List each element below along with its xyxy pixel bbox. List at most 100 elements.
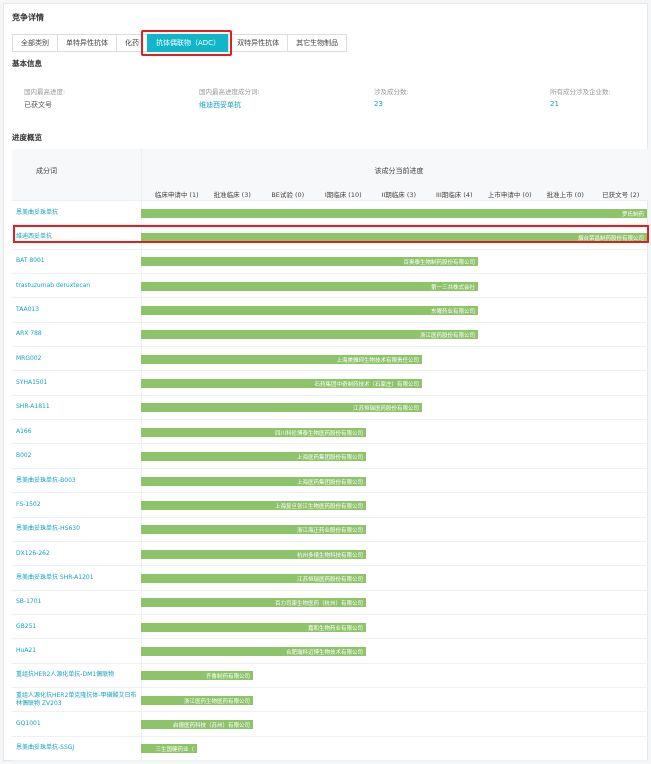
company-label: 百力司康生物医药（杭州）有限公司	[274, 601, 363, 608]
basic-info-title: 基本信息	[12, 59, 42, 68]
progress-group-header: 该成分当前进度	[374, 167, 424, 175]
table-row: 恩美曲妥珠单抗 SHR-A1201 江苏恒瑞医药股份有限公司	[12, 566, 649, 591]
ingredient-link[interactable]: GQ1001	[16, 720, 41, 728]
ingredient-cell: SB-1701	[12, 590, 142, 614]
table-row: BAT 8001 百奥泰生物制药股份有限公司	[12, 249, 649, 275]
ingredient-link[interactable]: A166	[16, 427, 32, 435]
progress-bar[interactable]: 启德医药科技（苏州）有限公司	[141, 720, 253, 730]
ingredient-link[interactable]: GB251	[16, 622, 37, 630]
progress-bar[interactable]: 合肥瀚科迈博生物技术有限公司	[141, 646, 366, 656]
progress-bar[interactable]: 第一三共株式会社	[141, 281, 478, 291]
info-label: 国内最高进度成分词:	[199, 88, 260, 96]
ingredient-link[interactable]: 重组人源化抗HER2单克隆抗体-甲磺酸艾日布林偶联物 ZV203	[16, 691, 137, 707]
ingredient-link[interactable]: 恩美曲妥珠单抗 SHR-A1201	[16, 573, 94, 581]
tab-all[interactable]: 全部类别	[12, 34, 58, 52]
ingredient-cell: TAA013	[12, 298, 142, 322]
progress-bar[interactable]: 罗氏制药	[141, 208, 647, 218]
ingredient-cell: SHR-A1811	[12, 395, 142, 420]
ingredient-link[interactable]: trastuzumab deruxtecan	[16, 281, 91, 289]
ingredient-cell: 恩美曲妥珠单抗 SHR-A1201	[12, 566, 142, 590]
company-label: 浙江医药股份有限公司	[419, 333, 475, 340]
info-value-link[interactable]: 21	[550, 100, 559, 108]
ingredient-link[interactable]: BAT 8001	[16, 257, 45, 265]
progress-bar[interactable]: 浙江医药生物医药有限公司	[141, 695, 253, 705]
progress-table: 成分词 该成分当前进度 临床申请中 (1) 批准临床 (3) BE试验 (0) …	[12, 149, 649, 762]
table-row: 恩美曲妥珠单抗-B003 上海医药集团股份有限公司	[12, 468, 649, 494]
company-label: 江苏恒瑞医药股份有限公司	[352, 406, 419, 413]
ingredient-link[interactable]: MRG002	[16, 354, 42, 362]
table-header: 成分词 该成分当前进度 临床申请中 (1) 批准临床 (3) BE试验 (0) …	[12, 149, 649, 201]
company-label: 石药集团中奇制药技术（石家庄）有限公司	[314, 382, 419, 389]
company-label: 上海美雅珂生物技术有限责任公司	[336, 357, 419, 364]
progress-bar[interactable]: 上海复旦张江生物医药股份有限公司	[141, 500, 366, 510]
progress-bar[interactable]: 浙江医药股份有限公司	[141, 330, 478, 340]
stage-header-approved-clinical: 批准临床 (3)	[213, 191, 251, 199]
table-row: MRG002 上海美雅珂生物技术有限责任公司	[12, 347, 649, 372]
progress-bar[interactable]: 石药集团中奇制药技术（石家庄）有限公司	[141, 379, 422, 389]
table-row: SB-1701 百力司康生物医药（杭州）有限公司	[12, 590, 649, 615]
info-value-link[interactable]: 23	[374, 100, 383, 108]
progress-bar[interactable]: 浙江海正药业股份有限公司	[141, 525, 366, 535]
progress-bar[interactable]: 百力司康生物医药（杭州）有限公司	[141, 598, 366, 608]
info-company-count: 所有成分涉及企业数: 21	[550, 86, 611, 108]
ingredient-cell: DX126-262	[12, 541, 142, 566]
progress-bar[interactable]: 齐鲁制药有限公司	[141, 671, 253, 681]
ingredient-link[interactable]: SB-1701	[16, 598, 42, 606]
ingredient-link[interactable]: DX126-262	[16, 549, 50, 557]
tab-monospecific-antibody[interactable]: 单特异性抗体	[57, 34, 117, 52]
ingredient-cell: BAT 8001	[12, 249, 142, 274]
table-row: FS-1502 上海复旦张江生物医药股份有限公司	[12, 493, 649, 518]
ingredient-link[interactable]: 恩美曲妥珠单抗-SSGJ	[16, 744, 75, 752]
tab-bispecific-antibody[interactable]: 双特异性抗体	[228, 34, 289, 52]
tab-chemical-drug[interactable]: 化药	[116, 34, 148, 52]
ingredient-cell: A166	[12, 420, 142, 444]
ingredient-cell: 恩美曲妥珠单抗	[12, 201, 142, 225]
progress-bar[interactable]: 烟台荣昌制药股份有限公司	[141, 233, 647, 243]
company-label: 上海复旦张江生物医药股份有限公司	[274, 503, 363, 510]
company-label: 三生国健药业（	[155, 747, 194, 754]
progress-overview-title: 进度概览	[12, 133, 42, 142]
ingredient-link[interactable]: 重组抗HER2人源化单抗-DM1偶联物	[16, 671, 115, 679]
ingredient-cell: FS-1502	[12, 493, 142, 517]
ingredient-cell: MRG002	[12, 347, 142, 371]
ingredient-link[interactable]: ARX 788	[16, 330, 42, 338]
ingredient-link[interactable]: 维迪西妥单抗	[16, 233, 53, 241]
info-highest-progress-ingredient: 国内最高进度成分词: 维迪西妥单抗	[199, 86, 260, 110]
progress-bar[interactable]: 杭州多禧生物科技有限公司	[141, 549, 366, 559]
progress-bar[interactable]: 三生国健药业（	[141, 744, 197, 754]
progress-bar[interactable]: 百奥泰生物制药股份有限公司	[141, 257, 478, 267]
info-value-link[interactable]: 维迪西妥单抗	[199, 101, 241, 109]
page-title: 竞争详情	[12, 13, 44, 22]
table-row: ARX 788 浙江医药股份有限公司	[12, 322, 649, 348]
progress-bar[interactable]: 上海医药集团股份有限公司	[141, 452, 366, 462]
ingredient-link[interactable]: 恩美曲妥珠单抗-HS630	[16, 525, 80, 533]
ingredient-link[interactable]: HuA21	[16, 646, 37, 654]
table-row: 重组抗HER2人源化单抗-DM1偶联物 齐鲁制药有限公司	[12, 663, 649, 688]
ingredient-link[interactable]: SHR-A1811	[16, 403, 50, 411]
table-row: GB251 嘉和生物药业有限公司	[12, 614, 649, 640]
tab-other-biologics[interactable]: 其它生物制品	[287, 34, 348, 52]
company-label: 杭州多禧生物科技有限公司	[296, 552, 363, 559]
progress-bar[interactable]: 四川科伦博泰生物医药股份有限公司	[141, 427, 366, 437]
ingredient-cell: 重组抗HER2人源化单抗-DM1偶联物	[12, 663, 142, 687]
progress-bar[interactable]: 上海医药集团股份有限公司	[141, 476, 366, 486]
info-ingredient-count: 涉及成分数: 23	[374, 86, 409, 108]
table-row: A166 四川科伦博泰生物医药股份有限公司	[12, 420, 649, 445]
table-row: 维迪西妥单抗 烟台荣昌制药股份有限公司	[12, 225, 649, 250]
progress-bar[interactable]: 江苏恒瑞医药股份有限公司	[141, 573, 366, 583]
progress-bar[interactable]: 江苏恒瑞医药股份有限公司	[141, 403, 422, 413]
tab-adc[interactable]: 抗体偶联物（ADC）	[147, 34, 230, 52]
info-highest-progress: 国内最高进度: 已获文号	[24, 86, 65, 110]
progress-bar[interactable]: 上海美雅珂生物技术有限责任公司	[141, 354, 422, 364]
company-label: 启德医药科技（苏州）有限公司	[172, 723, 250, 730]
ingredient-link[interactable]: TAA013	[16, 306, 40, 314]
ingredient-link[interactable]: B002	[16, 452, 32, 460]
ingredient-cell: 恩美曲妥珠单抗-HS630	[12, 517, 142, 541]
company-label: 江苏恒瑞医药股份有限公司	[296, 576, 363, 583]
ingredient-link[interactable]: SYHA1501	[16, 379, 48, 387]
progress-bar[interactable]: 嘉和生物药业有限公司	[141, 622, 366, 632]
progress-bar[interactable]: 东曜药业有限公司	[141, 306, 478, 316]
ingredient-link[interactable]: 恩美曲妥珠单抗-B003	[16, 476, 76, 484]
ingredient-link[interactable]: FS-1502	[16, 500, 41, 508]
ingredient-link[interactable]: 恩美曲妥珠单抗	[16, 208, 59, 216]
